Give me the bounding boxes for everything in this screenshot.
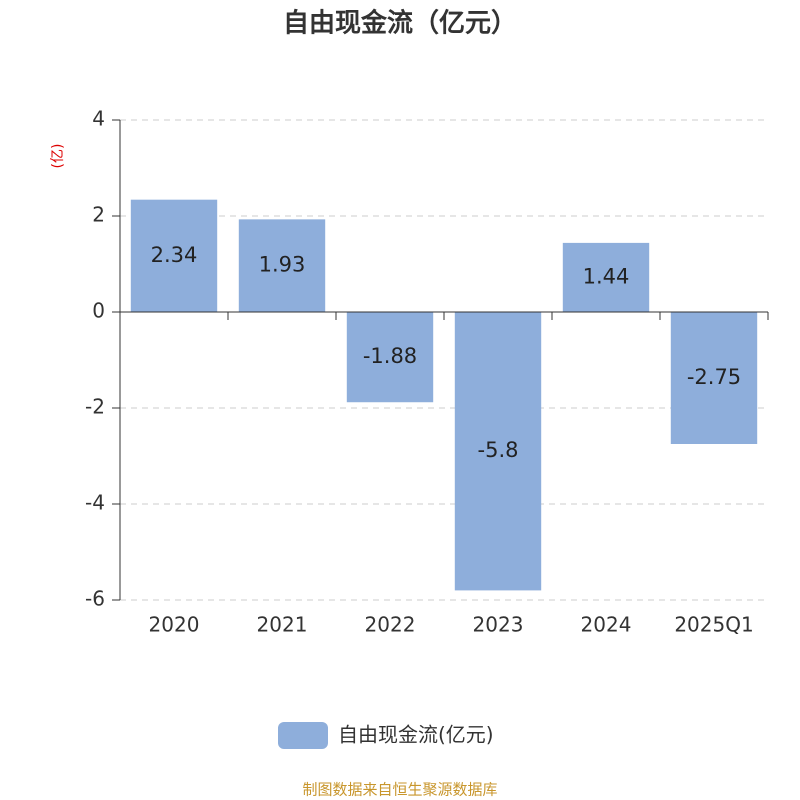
data-label: -5.8 <box>478 438 519 462</box>
bar <box>670 312 758 444</box>
x-tick-label: 2025Q1 <box>674 613 753 637</box>
legend-swatch <box>278 722 328 749</box>
source-note: 制图数据来自恒生聚源数据库 <box>302 781 497 799</box>
y-tick-label: 2 <box>92 203 105 227</box>
y-tick-label: -6 <box>85 587 105 611</box>
y-tick-label: 4 <box>92 107 105 131</box>
x-tick-label: 2020 <box>149 613 200 637</box>
y-tick-label: 0 <box>92 299 105 323</box>
bar <box>454 312 542 591</box>
bar <box>130 199 218 312</box>
y-tick-label: -4 <box>85 491 105 515</box>
data-label: 1.93 <box>259 253 306 277</box>
x-tick-label: 2024 <box>581 613 632 637</box>
x-tick-label: 2022 <box>365 613 416 637</box>
bar <box>562 242 650 312</box>
legend-label: 自由现金流(亿元) <box>338 723 494 747</box>
data-label: 1.44 <box>583 264 630 288</box>
chart-title: 自由现金流（亿元） <box>283 8 517 39</box>
data-label: -1.88 <box>363 344 417 368</box>
x-tick-label: 2023 <box>473 613 524 637</box>
bar <box>346 312 434 403</box>
x-tick-label: 2021 <box>257 613 308 637</box>
data-label: -2.75 <box>687 365 741 389</box>
data-label: 2.34 <box>151 243 198 267</box>
y-tick-label: -2 <box>85 395 105 419</box>
y-axis-label: (亿) <box>50 144 66 169</box>
bar <box>238 219 326 312</box>
